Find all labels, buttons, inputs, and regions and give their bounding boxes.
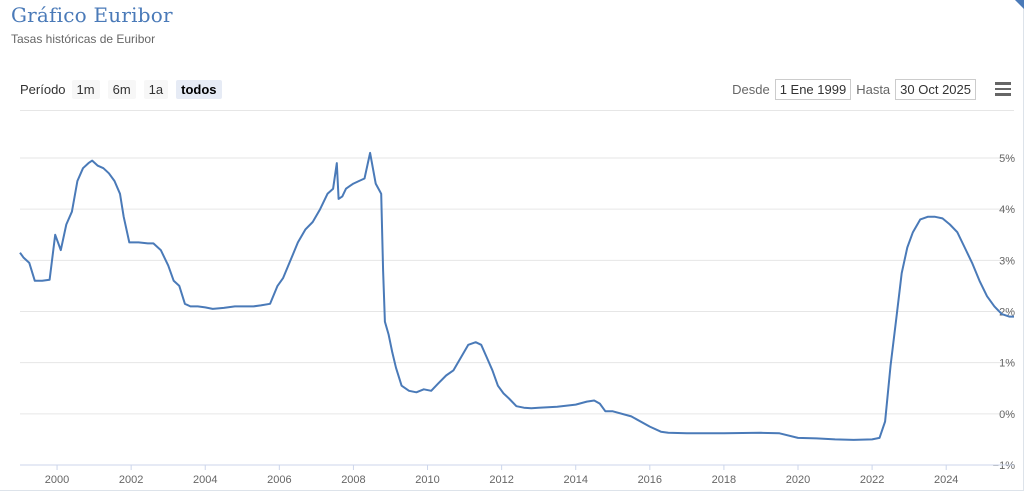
y-tick-label: 0% — [999, 409, 1015, 421]
range-button-todos[interactable]: todos — [176, 79, 222, 99]
x-tick-label: 2010 — [415, 474, 439, 486]
hamburger-menu-icon[interactable] — [995, 82, 1011, 96]
grid-lines — [20, 157, 1014, 415]
y-axis-tick-labels: 5%4%3%2%1%0%−1% — [993, 153, 1016, 472]
range-button-1a[interactable]: 1a — [143, 79, 169, 99]
x-axis: 2000 2002 2004 2006 2008 2010 2012 2014 2016 2018… — [20, 464, 1014, 486]
x-tick-label: 2020 — [786, 474, 810, 486]
x-tick-label: 2002 — [119, 474, 143, 486]
to-date-input[interactable]: 30 Oct 2025 — [895, 78, 976, 100]
x-tick-label: 2022 — [860, 474, 884, 486]
range-selector-label: Período — [20, 81, 66, 97]
from-date-input[interactable]: 1 Ene 1999 — [774, 78, 852, 100]
x-tick-label: 2000 — [45, 474, 69, 486]
corner-tab-marker — [1015, 0, 1024, 9]
range-button-1m[interactable]: 1m — [71, 79, 100, 99]
x-tick-label: 2018 — [712, 474, 736, 486]
from-date-label: Desde — [732, 81, 770, 97]
toolbar-divider — [20, 110, 1014, 111]
y-tick-label: 5% — [999, 153, 1015, 165]
x-tick-label: 2008 — [341, 474, 365, 486]
y-tick-label: 3% — [999, 255, 1015, 267]
chart-title: Gráfico Euribor — [11, 3, 173, 27]
x-tick-label: 2014 — [563, 474, 587, 486]
date-range-inputs: Desde 1 Ene 1999 Hasta 30 Oct 2025 — [727, 78, 976, 100]
y-tick-label: −1% — [993, 460, 1016, 472]
to-date-label: Hasta — [856, 81, 891, 97]
y-tick-label: 1% — [999, 358, 1015, 370]
range-button-6m[interactable]: 6m — [107, 79, 136, 99]
x-tick-label: 2024 — [934, 474, 958, 486]
chart-subtitle: Tasas históricas de Euribor — [11, 32, 156, 46]
euribor-series-line — [19, 151, 1014, 441]
range-selector: Período 1m 6m 1a todos — [20, 79, 230, 99]
x-tick-label: 2006 — [267, 474, 291, 486]
y-tick-label: 4% — [999, 204, 1015, 216]
x-tick-label: 2004 — [193, 474, 217, 486]
x-tick-label: 2016 — [638, 474, 662, 486]
x-tick-label: 2012 — [489, 474, 513, 486]
